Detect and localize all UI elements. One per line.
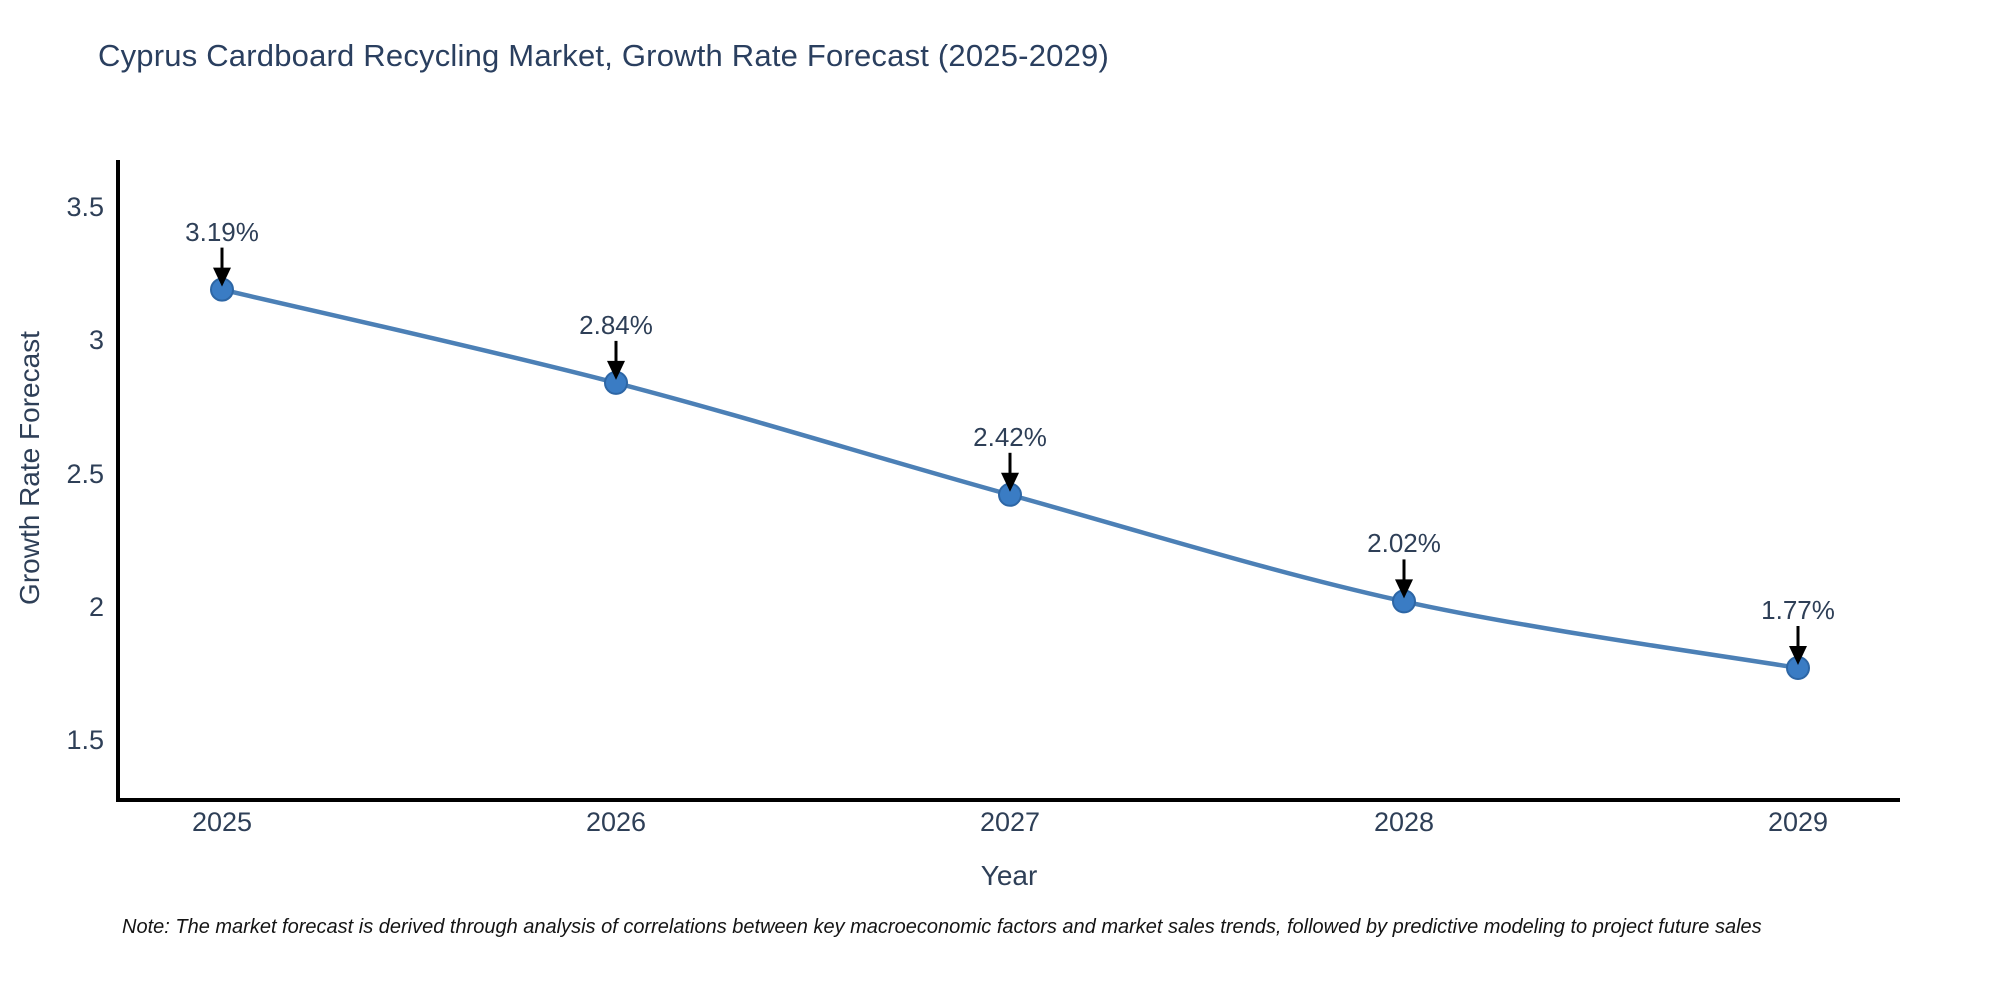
y-tick-label: 3 [88,325,104,356]
x-tick-label: 2029 [1767,807,1829,837]
x-tick-label: 2026 [585,807,647,837]
axis-lines [116,160,1900,802]
annotation-arrowhead [1789,646,1807,665]
annotation-arrowhead [1395,579,1413,599]
point-annotation: 1.77% [1761,595,1835,625]
x-axis-title: Year [980,860,1038,891]
chart-title: Cyprus Cardboard Recycling Market, Growt… [98,38,1109,73]
y-tick-label: 2.5 [66,458,104,489]
y-tick-label: 3.5 [66,192,104,222]
x-tick-label: 2025 [191,807,253,837]
x-tick-label: 2028 [1373,807,1435,837]
point-annotation: 2.84% [579,309,653,340]
point-annotation: 3.19% [185,216,259,247]
point-annotation: 2.42% [973,421,1047,452]
footnote: Note: The market forecast is derived thr… [122,916,1762,938]
y-tick-label: 2 [88,591,104,622]
point-annotation: 2.02% [1367,528,1441,559]
x-tick-label: 2027 [979,807,1041,837]
annotation-arrowhead [213,267,231,287]
y-tick-label: 1.5 [66,725,104,755]
annotation-arrowhead [1001,472,1019,492]
annotation-arrowhead [607,360,625,380]
